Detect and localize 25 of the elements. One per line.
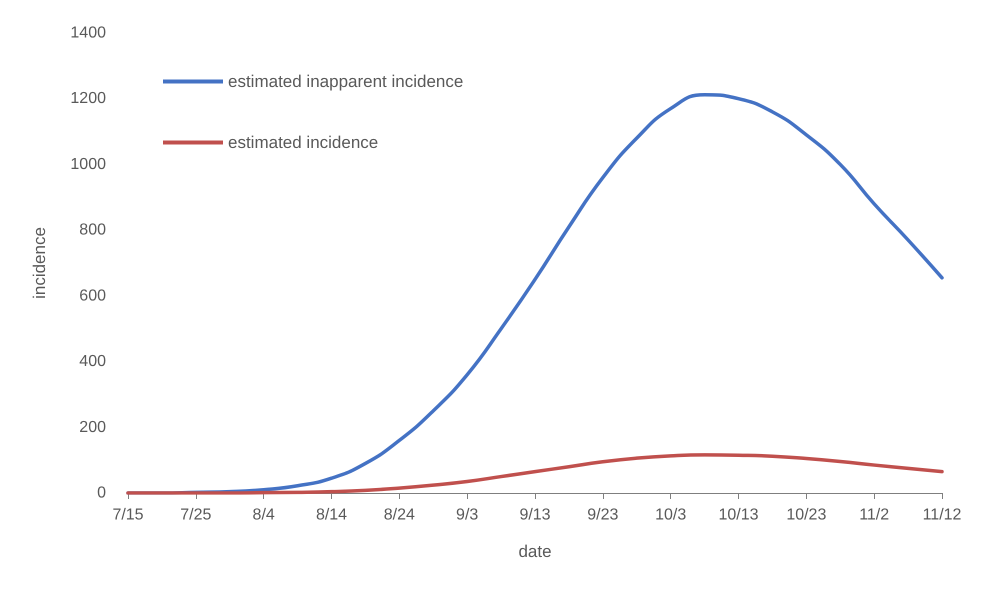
x-tick-label: 8/4 bbox=[252, 506, 275, 524]
x-tick-label: 9/23 bbox=[587, 506, 619, 524]
y-tick-label: 200 bbox=[79, 418, 106, 436]
legend-label: estimated incidence bbox=[228, 133, 378, 152]
x-tick-label: 11/2 bbox=[859, 506, 890, 524]
y-tick-label: 400 bbox=[79, 353, 106, 370]
y-tick-label: 1200 bbox=[70, 90, 106, 108]
y-tick-label: 600 bbox=[79, 287, 106, 304]
x-tick-label: 10/23 bbox=[786, 506, 826, 524]
y-tick-label: 800 bbox=[79, 222, 106, 239]
x-tick-label: 9/3 bbox=[456, 506, 478, 524]
x-tick-label: 7/15 bbox=[112, 506, 144, 524]
x-tick-label: 9/13 bbox=[519, 506, 551, 524]
legend-label: estimated inapparent incidence bbox=[228, 72, 464, 91]
x-tick-label: 11/12 bbox=[922, 506, 962, 524]
y-tick-label: 1400 bbox=[70, 24, 106, 42]
x-axis-title: date bbox=[518, 542, 552, 561]
x-tick-label: 8/24 bbox=[384, 506, 416, 524]
x-tick-label: 8/14 bbox=[316, 506, 348, 524]
y-tick-label: 0 bbox=[97, 484, 106, 502]
x-tick-label: 7/25 bbox=[180, 506, 212, 524]
y-tick-label: 1000 bbox=[70, 156, 106, 173]
x-tick-label: 10/3 bbox=[655, 506, 686, 524]
y-axis-title: incidence bbox=[30, 227, 49, 299]
x-tick-label: 10/13 bbox=[718, 506, 759, 524]
